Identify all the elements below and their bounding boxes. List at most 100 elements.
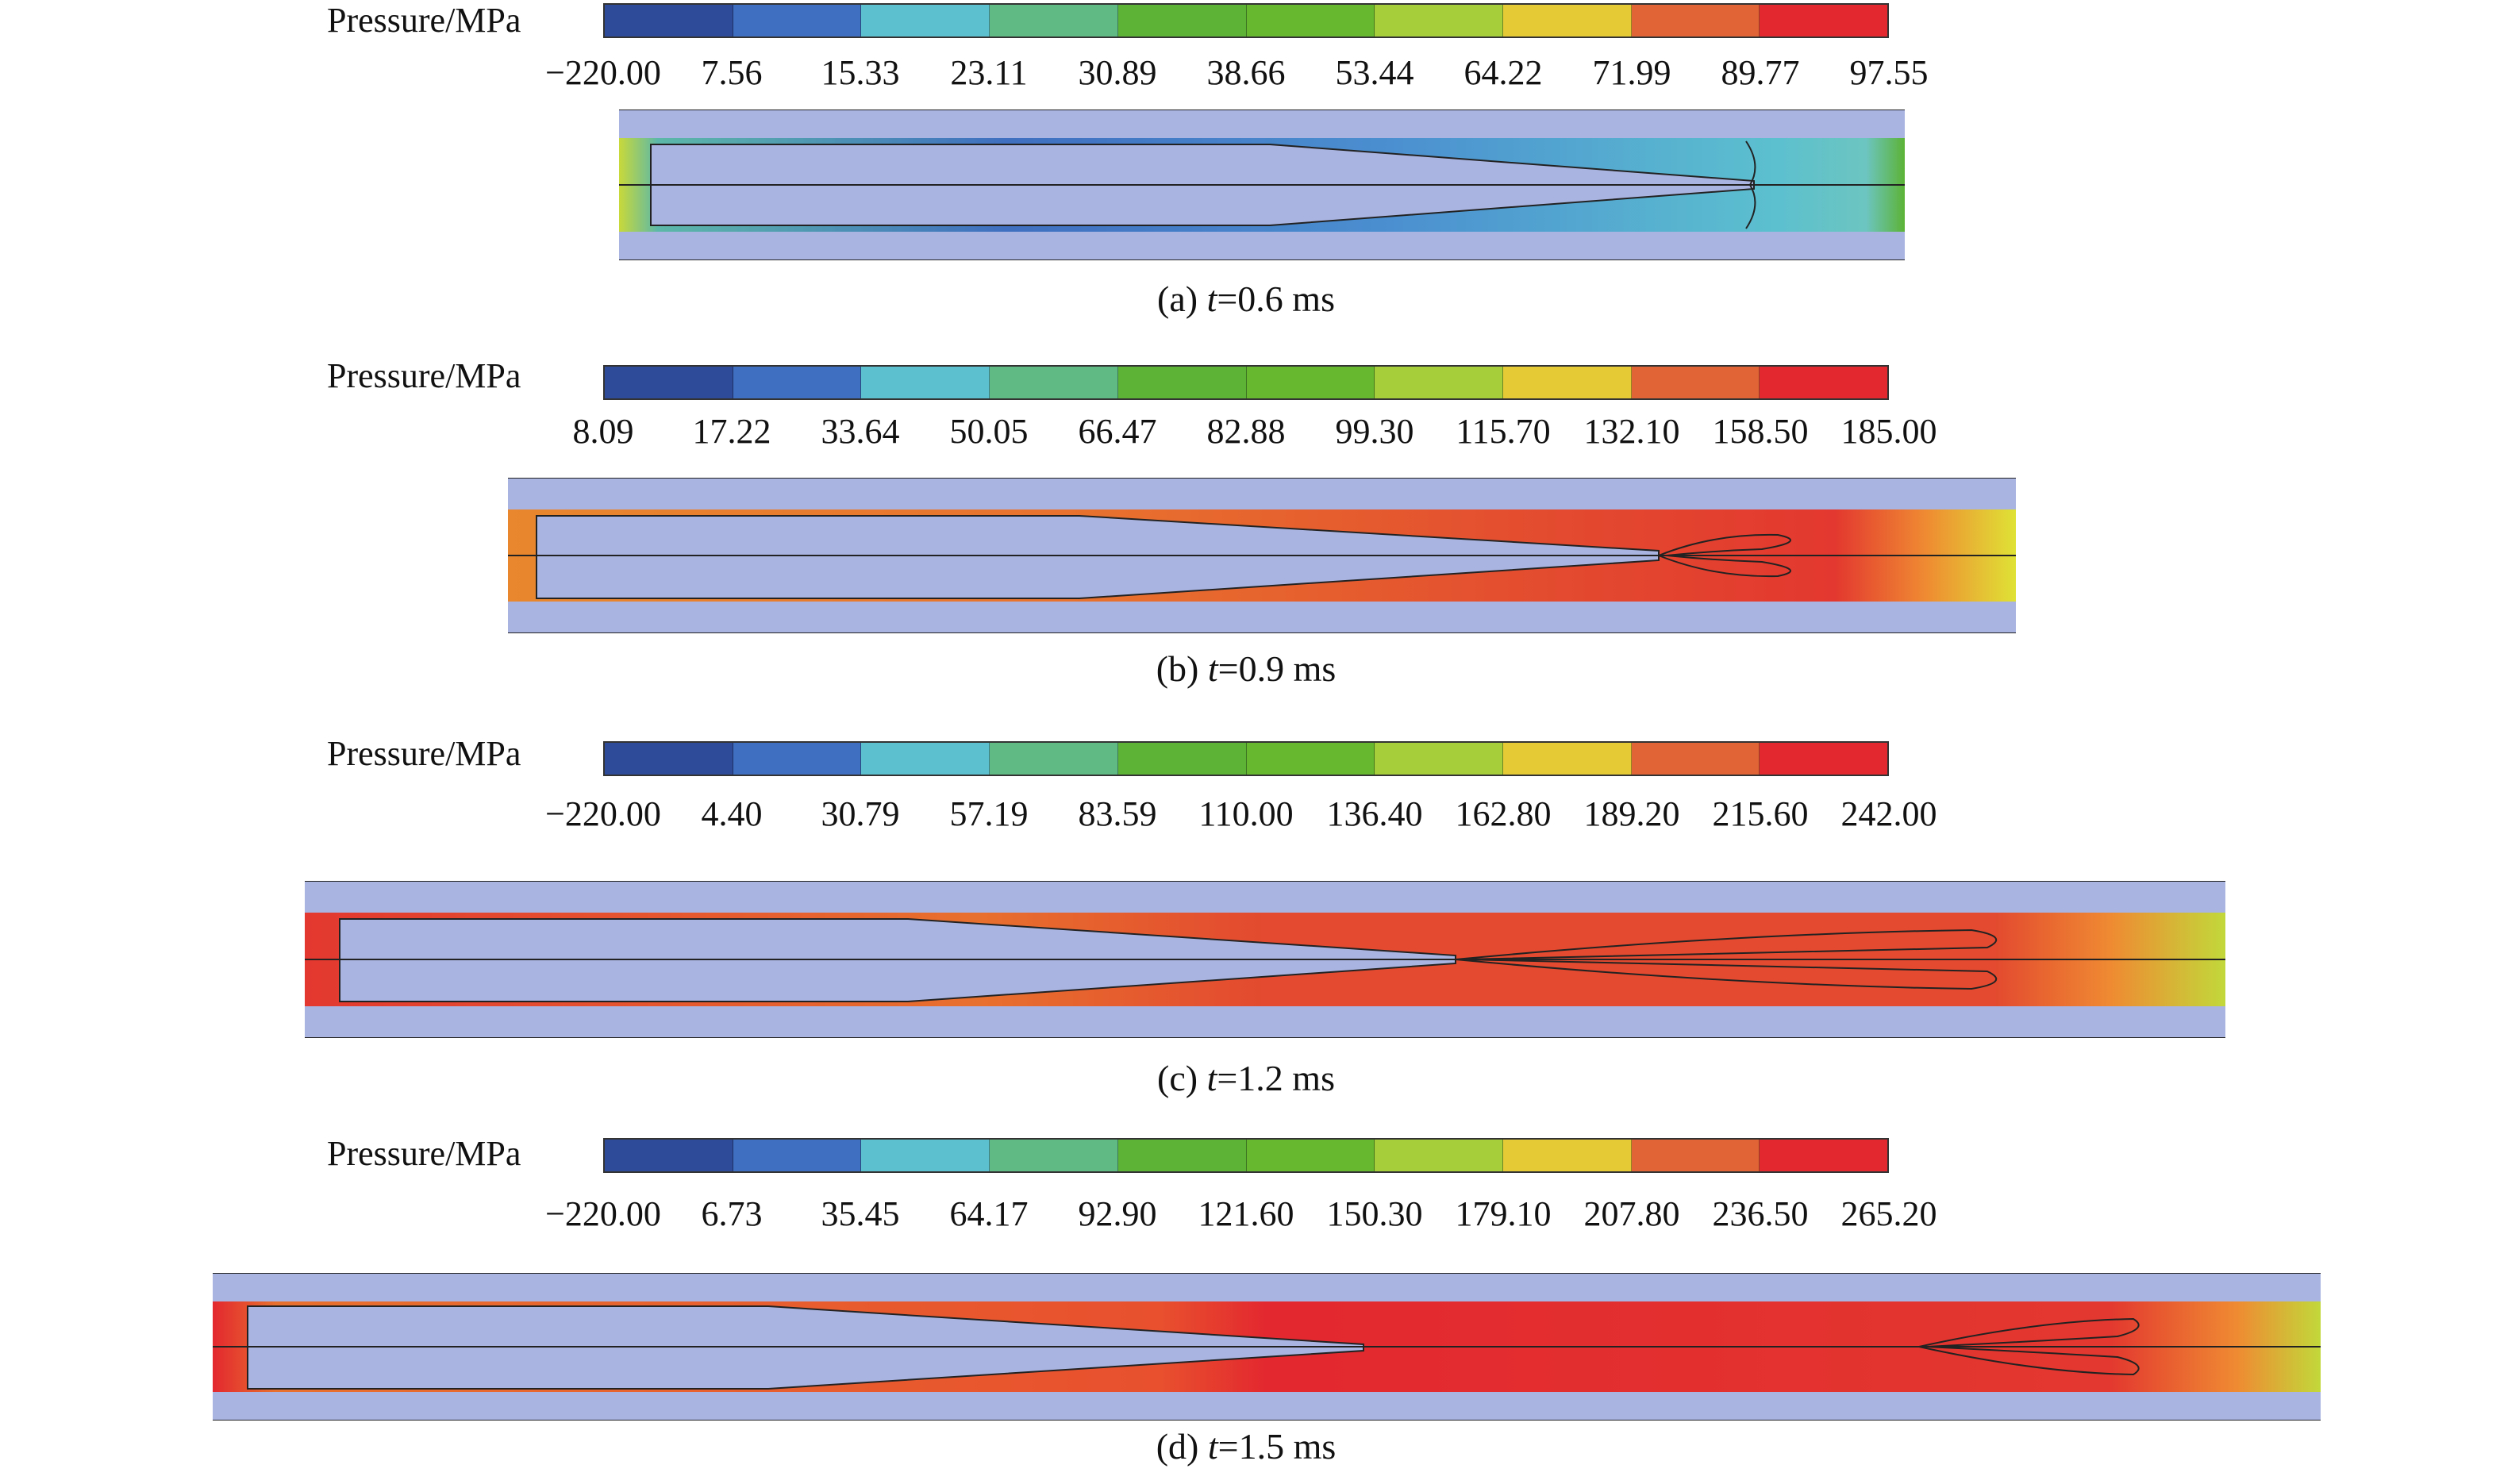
legend-title-a: Pressure/MPa <box>327 1 521 40</box>
pressure-field-d <box>213 1273 2321 1421</box>
colorbar-tick-label: 53.44 <box>1335 53 1414 92</box>
colorbar-segment <box>1375 1140 1503 1171</box>
colorbar-segment <box>990 367 1118 398</box>
colorbar-tick-label: 38.66 <box>1206 53 1286 92</box>
colorbar-tick-label: 242.00 <box>1840 794 1937 833</box>
colorbar-segment <box>1246 367 1375 398</box>
colorbar-tick-label: 97.55 <box>1849 53 1929 92</box>
colorbar-c <box>603 741 1889 776</box>
colorbar-tick-label: 136.40 <box>1326 794 1423 833</box>
colorbar-segment <box>1760 367 1888 398</box>
colorbar-segment <box>861 5 990 37</box>
colorbar-segment <box>990 1140 1118 1171</box>
colorbar-segment <box>990 5 1118 37</box>
colorbar-tick-label: 92.90 <box>1078 1194 1157 1233</box>
lower-wall-b <box>508 602 2016 633</box>
colorbar-tick-label: 83.59 <box>1078 794 1157 833</box>
colorbar-segment <box>1246 5 1375 37</box>
colorbar-segment <box>1502 1140 1632 1171</box>
legend-title-d: Pressure/MPa <box>327 1134 521 1173</box>
colorbar-segment <box>605 5 733 37</box>
colorbar-segment <box>1631 5 1760 37</box>
colorbar-tick-label: 57.19 <box>949 794 1029 833</box>
colorbar-tick-label: 162.80 <box>1455 794 1552 833</box>
colorbar-tick-label: 179.10 <box>1455 1194 1552 1233</box>
colorbar-tick-label: 110.00 <box>1198 794 1294 833</box>
colorbar-tick-label: 64.17 <box>949 1194 1029 1233</box>
colorbar-segment <box>1117 1140 1247 1171</box>
colorbar-tick-label: −220.00 <box>545 53 661 92</box>
colorbar-tick-label: 30.79 <box>821 794 900 833</box>
lower-wall-d <box>213 1392 2321 1421</box>
upper-wall-c <box>305 881 2225 913</box>
colorbar-segment <box>861 1140 990 1171</box>
legend-title-b: Pressure/MPa <box>327 356 521 395</box>
pressure-field-c <box>305 881 2225 1038</box>
colorbar-tick-label: 50.05 <box>949 412 1029 451</box>
colorbar-tick-label: 30.89 <box>1078 53 1157 92</box>
colorbar-segment <box>1375 5 1503 37</box>
colorbar-segment <box>733 367 862 398</box>
colorbar-tick-label: −220.00 <box>545 794 661 833</box>
colorbar-tick-label: 189.20 <box>1583 794 1680 833</box>
lower-wall-c <box>305 1006 2225 1038</box>
colorbar-segment <box>861 743 990 775</box>
colorbar-tick-label: 33.64 <box>821 412 900 451</box>
colorbar-segment <box>1246 1140 1375 1171</box>
colorbar-tick-label: 132.10 <box>1583 412 1680 451</box>
colorbar-segment <box>1631 1140 1760 1171</box>
upper-wall-b <box>508 478 2016 509</box>
colorbar-tick-label: 64.22 <box>1463 53 1543 92</box>
colorbar-tick-label: 82.88 <box>1206 412 1286 451</box>
colorbar-segment <box>1375 367 1503 398</box>
caption-a: (a) t=0.6 ms <box>1157 279 1335 319</box>
colorbar-segment <box>990 743 1118 775</box>
colorbar-tick-label: 121.60 <box>1198 1194 1294 1233</box>
colorbar-segment <box>733 5 862 37</box>
colorbar-segment <box>1502 367 1632 398</box>
caption-d: (d) t=1.5 ms <box>1156 1426 1337 1467</box>
colorbar-tick-label: 150.30 <box>1326 1194 1423 1233</box>
colorbar-segment <box>861 367 990 398</box>
colorbar-segment <box>605 1140 733 1171</box>
pressure-field-b <box>508 478 2016 633</box>
caption-c: (c) t=1.2 ms <box>1157 1058 1335 1098</box>
colorbar-tick-label: −220.00 <box>545 1194 661 1233</box>
colorbar-segment <box>1117 743 1247 775</box>
colorbar-tick-label: 99.30 <box>1335 412 1414 451</box>
caption-b: (b) t=0.9 ms <box>1156 648 1337 689</box>
colorbar-tick-label: 66.47 <box>1078 412 1157 451</box>
colorbar-tick-label: 236.50 <box>1712 1194 1809 1233</box>
colorbar-tick-label: 215.60 <box>1712 794 1809 833</box>
colorbar-a <box>603 3 1889 38</box>
legend-title-c: Pressure/MPa <box>327 734 521 773</box>
colorbar-tick-label: 265.20 <box>1840 1194 1937 1233</box>
colorbar-segment <box>1246 743 1375 775</box>
colorbar-segment <box>605 743 733 775</box>
colorbar-tick-label: 15.33 <box>821 53 900 92</box>
colorbar-segment <box>1631 367 1760 398</box>
colorbar-segment <box>1502 743 1632 775</box>
lower-wall-a <box>619 232 1905 260</box>
colorbar-tick-label: 89.77 <box>1721 53 1800 92</box>
pressure-field-a <box>619 110 1905 260</box>
colorbar-b <box>603 365 1889 400</box>
colorbar-tick-label: 7.56 <box>701 53 763 92</box>
colorbar-tick-label: 8.09 <box>572 412 634 451</box>
colorbar-segment <box>1631 743 1760 775</box>
colorbar-segment <box>1117 367 1247 398</box>
colorbar-tick-label: 185.00 <box>1840 412 1937 451</box>
upper-wall-a <box>619 110 1905 138</box>
colorbar-tick-label: 158.50 <box>1712 412 1809 451</box>
colorbar-segment <box>1760 1140 1888 1171</box>
colorbar-d <box>603 1138 1889 1173</box>
colorbar-tick-label: 23.11 <box>950 53 1028 92</box>
colorbar-segment <box>1375 743 1503 775</box>
colorbar-tick-label: 71.99 <box>1592 53 1671 92</box>
colorbar-segment <box>1117 5 1247 37</box>
colorbar-segment <box>1502 5 1632 37</box>
colorbar-segment <box>1760 743 1888 775</box>
upper-wall-d <box>213 1273 2321 1301</box>
colorbar-tick-label: 115.70 <box>1456 412 1551 451</box>
